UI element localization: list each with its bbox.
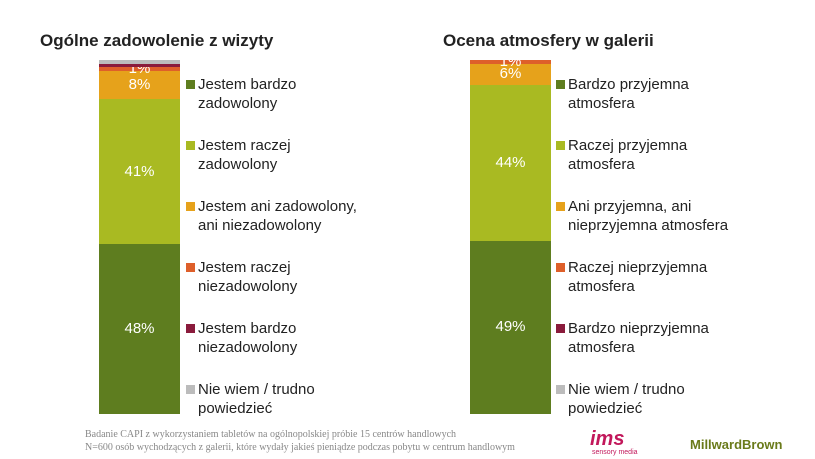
legend-swatch	[186, 80, 195, 89]
bar-segment	[99, 244, 180, 414]
legend-swatch	[186, 141, 195, 150]
footnote: Badanie CAPI z wykorzystaniem tabletów n…	[85, 429, 457, 440]
legend-label: Jestem bardzo niezadowolony	[198, 320, 298, 356]
bar-segment	[99, 70, 180, 99]
legend-swatch	[556, 80, 565, 89]
legend-swatch	[556, 263, 565, 272]
legend-label: Bardzo przyjemna atmosfera	[568, 76, 689, 112]
value-label: 44%	[495, 153, 526, 171]
legend-label: Jestem raczej niezadowolony	[198, 259, 298, 295]
bar-segment	[470, 84, 551, 241]
legend-label: Nie wiem / trudno powiedzieć	[198, 381, 315, 417]
legend-label: Raczej przyjemna atmosfera	[568, 137, 688, 173]
bar-segment	[470, 63, 551, 85]
value-label: 8%	[128, 75, 151, 93]
bar-segment	[99, 63, 180, 68]
legend-label: Jestem bardzo zadowolony	[198, 76, 297, 112]
value-label: 1%	[499, 52, 522, 70]
bar-segment	[99, 98, 180, 245]
legend-swatch	[556, 202, 565, 211]
legend-label: Jestem ani zadowolony, ani niezadowolony	[198, 198, 357, 234]
logo: MillwardBrown	[690, 437, 783, 452]
legend-swatch	[186, 385, 195, 394]
chart-title: Ocena atmosfery w galerii	[443, 31, 654, 50]
legend-label: Raczej nieprzyjemna atmosfera	[568, 259, 708, 295]
value-label: 41%	[124, 162, 155, 180]
legend-swatch	[186, 324, 195, 333]
legend-swatch	[186, 202, 195, 211]
value-label: 6%	[499, 65, 522, 83]
bar-segment	[470, 60, 551, 64]
legend-swatch	[556, 385, 565, 394]
value-label: 49%	[495, 318, 526, 336]
legend-swatch	[186, 263, 195, 272]
logo-subtitle: sensory media	[592, 449, 638, 456]
bar-segment	[99, 60, 180, 64]
legend-swatch	[556, 324, 565, 333]
footnote: N=600 osób wychodzących z galerii, które…	[85, 442, 515, 453]
chart-title: Ogólne zadowolenie z wizyty	[40, 31, 274, 50]
bar-segment	[470, 240, 551, 414]
legend-label: Nie wiem / trudno powiedzieć	[568, 381, 685, 417]
value-label: 48%	[124, 320, 155, 338]
legend-label: Ani przyjemna, ani nieprzyjemna atmosfer…	[568, 198, 729, 234]
bar-segment	[99, 67, 180, 71]
legend-label: Bardzo nieprzyjemna atmosfera	[568, 320, 709, 356]
logo: ims	[590, 428, 625, 450]
legend-swatch	[556, 141, 565, 150]
legend-label: Jestem raczej zadowolony	[198, 137, 291, 173]
